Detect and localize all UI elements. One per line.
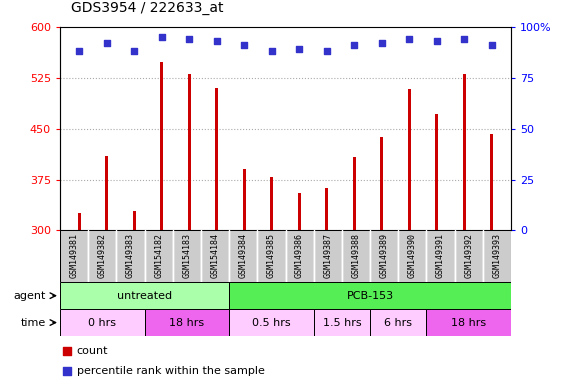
- Bar: [160, 62, 163, 230]
- Bar: [427, 309, 511, 336]
- Bar: [408, 89, 411, 230]
- Bar: [435, 114, 439, 230]
- Bar: [201, 230, 229, 282]
- Point: [130, 48, 139, 55]
- Bar: [270, 177, 274, 230]
- Bar: [229, 282, 511, 309]
- Point: [322, 48, 331, 55]
- Bar: [399, 230, 427, 282]
- Bar: [60, 282, 229, 309]
- Bar: [243, 169, 246, 230]
- Bar: [60, 230, 88, 282]
- Bar: [490, 134, 493, 230]
- Point: [349, 42, 359, 48]
- Bar: [215, 88, 218, 230]
- Point: [377, 40, 387, 46]
- Text: GSM149381: GSM149381: [70, 233, 79, 278]
- Text: 1.5 hrs: 1.5 hrs: [323, 318, 361, 328]
- Text: untreated: untreated: [117, 291, 172, 301]
- Bar: [380, 137, 383, 230]
- Bar: [353, 157, 356, 230]
- Bar: [116, 230, 144, 282]
- Point: [460, 36, 469, 42]
- Text: GSM149392: GSM149392: [464, 233, 473, 278]
- Point: [487, 42, 496, 48]
- Bar: [258, 230, 286, 282]
- Text: GSM154183: GSM154183: [182, 233, 191, 278]
- Text: GSM149382: GSM149382: [98, 233, 107, 278]
- Text: GSM149385: GSM149385: [267, 233, 276, 278]
- Bar: [173, 230, 201, 282]
- Text: GSM149388: GSM149388: [352, 233, 360, 278]
- Text: 0 hrs: 0 hrs: [89, 318, 116, 328]
- Point: [102, 40, 111, 46]
- Text: GDS3954 / 222633_at: GDS3954 / 222633_at: [71, 2, 224, 15]
- Bar: [78, 214, 81, 230]
- Point: [62, 348, 71, 354]
- Bar: [229, 309, 313, 336]
- Bar: [455, 230, 483, 282]
- Bar: [286, 230, 313, 282]
- Text: PCB-153: PCB-153: [347, 291, 393, 301]
- Bar: [483, 230, 511, 282]
- Point: [295, 46, 304, 52]
- Point: [405, 36, 414, 42]
- Bar: [313, 309, 370, 336]
- Text: GSM149384: GSM149384: [239, 233, 248, 278]
- Text: 6 hrs: 6 hrs: [384, 318, 412, 328]
- Point: [432, 38, 441, 44]
- Text: GSM149387: GSM149387: [323, 233, 332, 278]
- Bar: [342, 230, 370, 282]
- Text: GSM149383: GSM149383: [126, 233, 135, 278]
- Bar: [132, 212, 136, 230]
- Bar: [370, 309, 427, 336]
- Bar: [144, 230, 173, 282]
- Bar: [188, 74, 191, 230]
- Point: [240, 42, 249, 48]
- Text: 18 hrs: 18 hrs: [169, 318, 204, 328]
- Bar: [60, 309, 144, 336]
- Bar: [88, 230, 116, 282]
- Text: 0.5 hrs: 0.5 hrs: [252, 318, 291, 328]
- Bar: [463, 74, 466, 230]
- Bar: [370, 230, 399, 282]
- Point: [75, 48, 84, 55]
- Text: GSM149393: GSM149393: [492, 233, 501, 278]
- Point: [157, 34, 166, 40]
- Text: 18 hrs: 18 hrs: [451, 318, 486, 328]
- Text: time: time: [21, 318, 46, 328]
- Text: GSM149391: GSM149391: [436, 233, 445, 278]
- Bar: [229, 230, 258, 282]
- Text: GSM149389: GSM149389: [380, 233, 389, 278]
- Text: GSM154184: GSM154184: [211, 233, 219, 278]
- Text: agent: agent: [14, 291, 46, 301]
- Point: [184, 36, 194, 42]
- Bar: [313, 230, 342, 282]
- Bar: [144, 309, 229, 336]
- Bar: [105, 156, 108, 230]
- Bar: [325, 188, 328, 230]
- Text: count: count: [77, 346, 108, 356]
- Point: [267, 48, 276, 55]
- Bar: [427, 230, 455, 282]
- Bar: [297, 193, 301, 230]
- Text: GSM149386: GSM149386: [295, 233, 304, 278]
- Text: GSM154182: GSM154182: [154, 233, 163, 278]
- Point: [212, 38, 222, 44]
- Point: [62, 368, 71, 374]
- Text: percentile rank within the sample: percentile rank within the sample: [77, 366, 265, 376]
- Text: GSM149390: GSM149390: [408, 233, 417, 278]
